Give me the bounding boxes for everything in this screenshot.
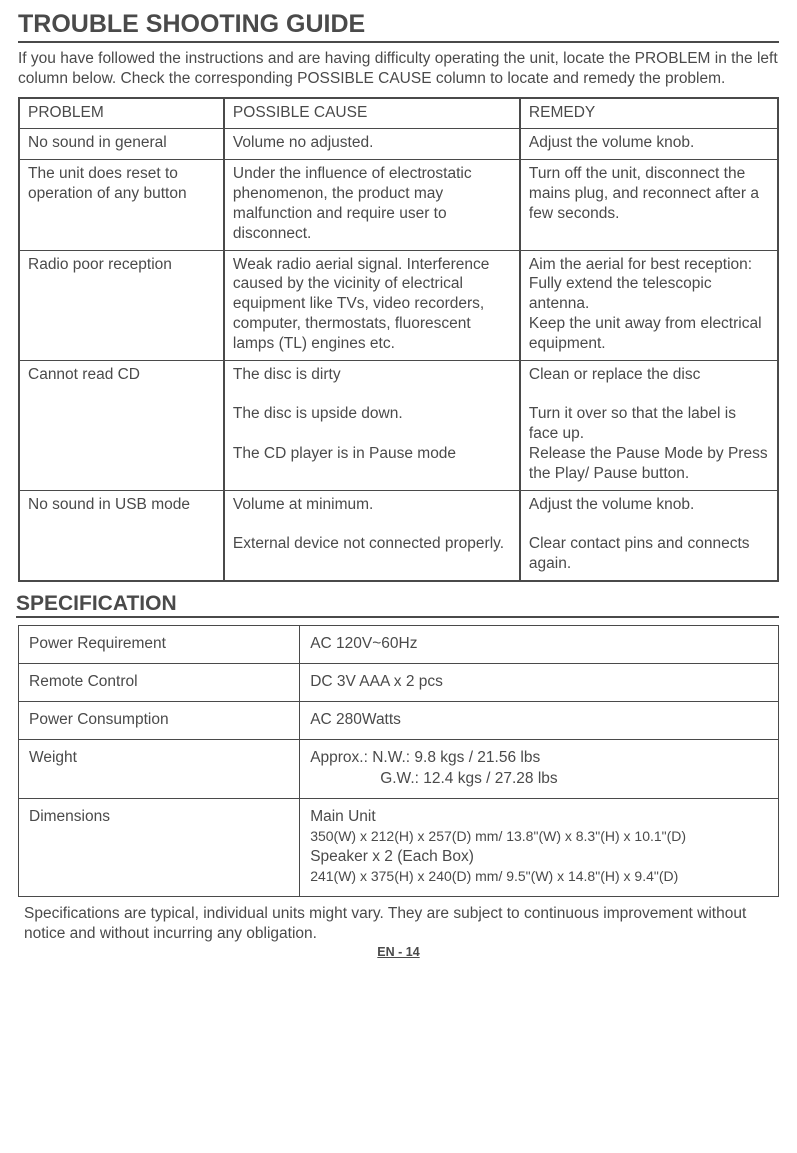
- cell-remedy: Aim the aerial for best reception: Fully…: [520, 250, 778, 360]
- table-row: Radio poor reception Weak radio aerial s…: [19, 250, 778, 360]
- table-row: Power Consumption AC 280Watts: [19, 702, 779, 740]
- dim-main-value: 350(W) x 212(H) x 257(D) mm/ 13.8"(W) x …: [310, 828, 686, 844]
- header-problem: PROBLEM: [19, 98, 224, 129]
- cell-cause: The disc is dirty The disc is upside dow…: [224, 360, 520, 490]
- spec-value: AC 280Watts: [300, 702, 779, 740]
- spec-value: Main Unit 350(W) x 212(H) x 257(D) mm/ 1…: [300, 798, 779, 897]
- cell-remedy: Turn off the unit, disconnect the mains …: [520, 160, 778, 250]
- spec-label: Dimensions: [19, 798, 300, 897]
- table-row: No sound in general Volume no adjusted. …: [19, 129, 778, 160]
- spec-label: Power Consumption: [19, 702, 300, 740]
- dim-speaker-value: 241(W) x 375(H) x 240(D) mm/ 9.5"(W) x 1…: [310, 868, 678, 884]
- spec-value: DC 3V AAA x 2 pcs: [300, 664, 779, 702]
- table-row: The unit does reset to operation of any …: [19, 160, 778, 250]
- cell-problem: No sound in general: [19, 129, 224, 160]
- specification-table: Power Requirement AC 120V~60Hz Remote Co…: [18, 625, 779, 897]
- table-row: Cannot read CD The disc is dirty The dis…: [19, 360, 778, 490]
- table-row: Power Requirement AC 120V~60Hz: [19, 626, 779, 664]
- spec-value: Approx.: N.W.: 9.8 kgs / 21.56 lbs G.W.:…: [300, 740, 779, 798]
- spec-label: Power Requirement: [19, 626, 300, 664]
- spec-value: AC 120V~60Hz: [300, 626, 779, 664]
- intro-text: If you have followed the instructions an…: [18, 49, 779, 89]
- table-row: Remote Control DC 3V AAA x 2 pcs: [19, 664, 779, 702]
- page-number: EN - 14: [18, 945, 779, 959]
- spec-label: Remote Control: [19, 664, 300, 702]
- weight-line1: Approx.: N.W.: 9.8 kgs / 21.56 lbs: [310, 749, 540, 766]
- cell-cause: Volume at minimum. External device not c…: [224, 490, 520, 581]
- cell-problem: No sound in USB mode: [19, 490, 224, 581]
- cell-problem: Cannot read CD: [19, 360, 224, 490]
- table-row: Dimensions Main Unit 350(W) x 212(H) x 2…: [19, 798, 779, 897]
- page-title: TROUBLE SHOOTING GUIDE: [18, 10, 779, 43]
- spec-label: Weight: [19, 740, 300, 798]
- table-row: No sound in USB mode Volume at minimum. …: [19, 490, 778, 581]
- cell-remedy: Clean or replace the disc Turn it over s…: [520, 360, 778, 490]
- footnote-text: Specifications are typical, individual u…: [18, 904, 779, 944]
- specification-title: SPECIFICATION: [16, 592, 779, 618]
- header-remedy: REMEDY: [520, 98, 778, 129]
- weight-line2: G.W.: 12.4 kgs / 27.28 lbs: [310, 769, 557, 789]
- dim-main-label: Main Unit: [310, 808, 375, 825]
- cell-problem: The unit does reset to operation of any …: [19, 160, 224, 250]
- cell-remedy: Adjust the volume knob. Clear contact pi…: [520, 490, 778, 581]
- cell-remedy: Adjust the volume knob.: [520, 129, 778, 160]
- header-cause: POSSIBLE CAUSE: [224, 98, 520, 129]
- cell-cause: Volume no adjusted.: [224, 129, 520, 160]
- table-header-row: PROBLEM POSSIBLE CAUSE REMEDY: [19, 98, 778, 129]
- table-row: Weight Approx.: N.W.: 9.8 kgs / 21.56 lb…: [19, 740, 779, 798]
- troubleshooting-table: PROBLEM POSSIBLE CAUSE REMEDY No sound i…: [18, 97, 779, 582]
- dim-speaker-label: Speaker x 2 (Each Box): [310, 848, 474, 865]
- cell-problem: Radio poor reception: [19, 250, 224, 360]
- cell-cause: Under the influence of electrostatic phe…: [224, 160, 520, 250]
- cell-cause: Weak radio aerial signal. Interference c…: [224, 250, 520, 360]
